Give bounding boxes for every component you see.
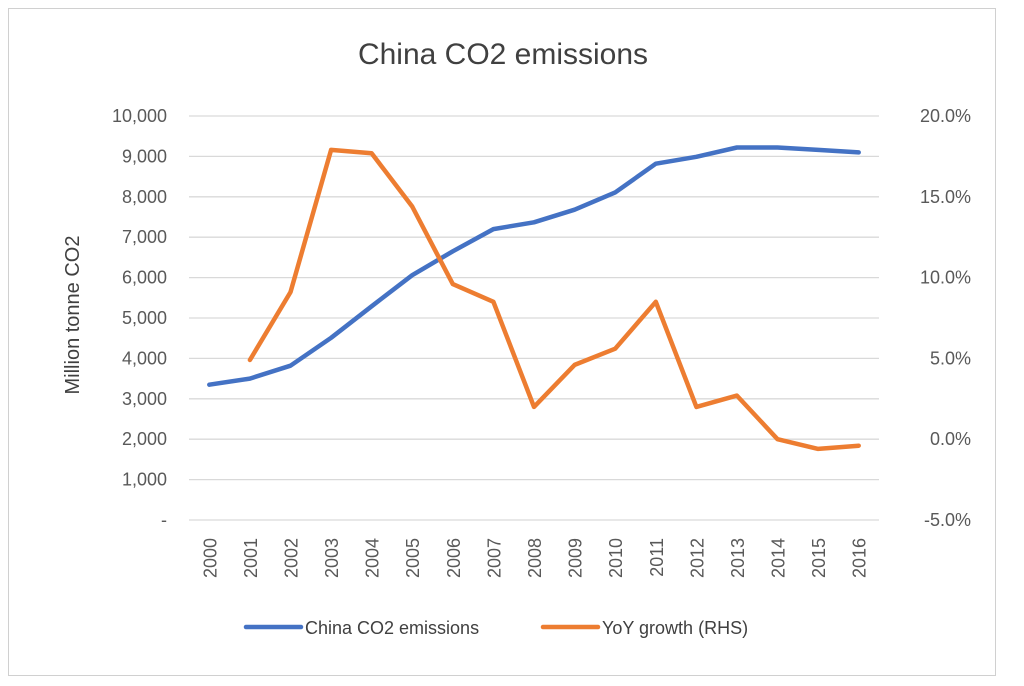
y-tick-label: 8,000 [122, 187, 167, 207]
y2-tick-label: -5.0% [924, 510, 971, 530]
x-tick-label: 2013 [728, 538, 748, 578]
y-tick-label: - [161, 510, 167, 530]
legend: China CO2 emissions YoY growth (RHS) [243, 618, 748, 638]
y2-tick-label: 10.0% [920, 268, 971, 288]
x-tick-label: 2001 [241, 538, 261, 578]
y2-tick-label: 20.0% [920, 106, 971, 126]
chart-frame: China CO2 emissions - 1,000 2,000 3,000 4,00… [8, 8, 996, 676]
y2-tick-label: 15.0% [920, 187, 971, 207]
x-tick-label: 2015 [809, 538, 829, 578]
legend-label: China CO2 emissions [305, 618, 479, 638]
x-tick-label: 2003 [322, 538, 342, 578]
x-axis-ticks: 2000 2001 2002 2003 2004 2005 2006 2007 2008 2009… [200, 538, 869, 578]
x-tick-label: 2002 [281, 538, 301, 578]
x-tick-label: 2011 [647, 538, 667, 577]
y-tick-label: 1,000 [122, 470, 167, 490]
y-tick-label: 2,000 [122, 429, 167, 449]
y-tick-label: 5,000 [122, 308, 167, 328]
x-tick-label: 2007 [484, 538, 504, 578]
right-axis-ticks: -5.0% 0.0% 5.0% 10.0% 15.0% 20.0% [920, 106, 971, 530]
y-tick-label: 4,000 [122, 348, 167, 368]
x-tick-label: 2008 [525, 538, 545, 578]
chart-svg: China CO2 emissions - 1,000 2,000 3,000 4,00… [62, 38, 971, 638]
x-tick-label: 2016 [850, 538, 870, 578]
x-tick-label: 2000 [200, 538, 220, 578]
series-line-yoy-growth-rhs [247, 147, 861, 452]
x-tick-label: 2012 [687, 538, 707, 578]
x-tick-label: 2005 [403, 538, 423, 578]
gridlines [189, 115, 879, 521]
y-tick-label: 3,000 [122, 389, 167, 409]
series-line-china-co2-emissions [207, 145, 861, 387]
chart-title: China CO2 emissions [358, 38, 648, 71]
x-tick-label: 2006 [444, 538, 464, 578]
y-tick-label: 9,000 [122, 146, 167, 166]
y2-tick-label: 0.0% [930, 429, 971, 449]
x-tick-label: 2004 [363, 538, 383, 578]
legend-label: YoY growth (RHS) [602, 618, 748, 638]
y-tick-label: 6,000 [122, 268, 167, 288]
left-axis-ticks: - 1,000 2,000 3,000 4,000 5,000 6,000 7,000 8,00… [112, 106, 167, 530]
y-axis-title: Million tonne CO2 [62, 236, 84, 395]
x-tick-label: 2009 [566, 538, 586, 578]
y-tick-label: 7,000 [122, 227, 167, 247]
y-tick-label: 10,000 [112, 106, 167, 126]
x-tick-label: 2010 [606, 538, 626, 578]
y2-tick-label: 5.0% [930, 348, 971, 368]
series-layer [207, 145, 861, 452]
x-tick-label: 2014 [769, 538, 789, 578]
